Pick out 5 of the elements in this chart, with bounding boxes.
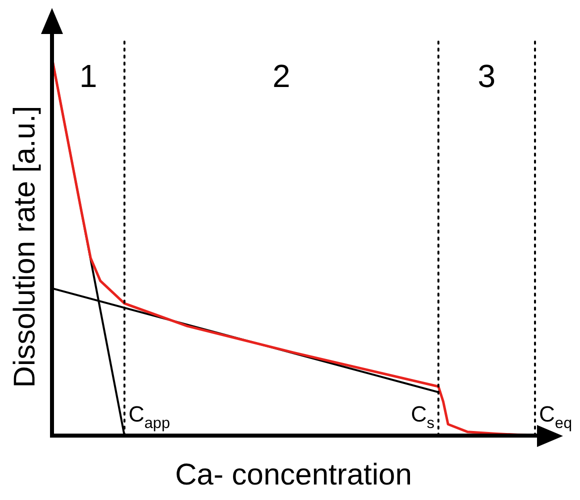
x-axis-title: Ca- concentration: [175, 458, 412, 492]
annotation: 2: [272, 58, 290, 94]
y-axis-title: Dissolution rate [a.u.]: [8, 106, 42, 388]
annotation: 1: [79, 58, 98, 94]
annotation: 3: [478, 58, 496, 94]
